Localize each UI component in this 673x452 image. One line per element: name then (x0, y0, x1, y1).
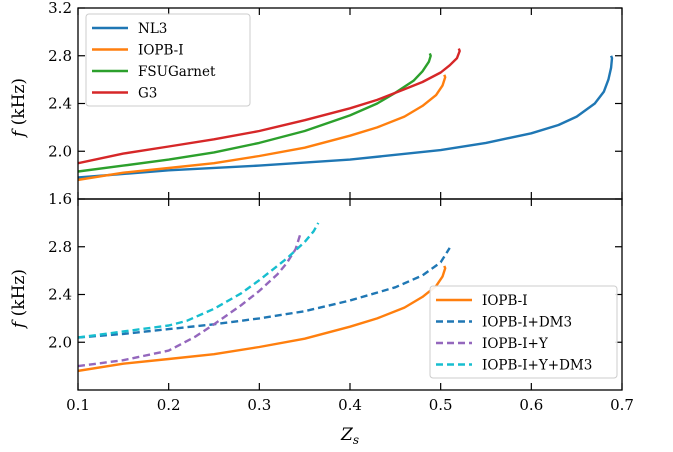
top-series-group (78, 48, 614, 182)
top-legend-label-3: G3 (138, 86, 157, 102)
bottom-series-line-1 (78, 247, 451, 339)
bottom-legend-label-0: IOPB-I (482, 293, 528, 309)
bottom-y-tick-label: 2.8 (48, 238, 72, 256)
svg-text:Zs: Zs (340, 425, 359, 447)
bottom-legend-label-3: IOPB-I+Y+DM3 (482, 358, 592, 374)
top-y-axis-symbol: f (9, 128, 29, 139)
bottom-legend-label-1: IOPB-I+DM3 (482, 315, 572, 331)
top-y-tick-label: 2.8 (48, 47, 72, 65)
top-series-line-1 (78, 74, 447, 182)
top-legend-label-0: NL3 (138, 21, 167, 37)
top-legend-label-2: FSUGarnet (138, 64, 216, 80)
top-series-line-3 (78, 48, 461, 165)
bottom-x-tick-label: 0.2 (157, 396, 181, 414)
top-series-line-2 (78, 52, 432, 173)
bottom-legend-label-2: IOPB-I+Y (482, 336, 549, 352)
bottom-x-tick-label: 0.5 (429, 396, 453, 414)
bottom-y-tick-label: 2.4 (48, 286, 72, 304)
top-y-tick-label: 2.0 (48, 142, 72, 160)
bottom-x-tick-label: 0.6 (519, 396, 543, 414)
x-axis-label-subscript: s (353, 433, 359, 447)
bottom-y-axis-symbol: f (9, 319, 29, 330)
bottom-panel: 0.1 0.2 0.3 0.4 0.5 0.6 0.7 2.0 2.4 2.8 f (kHz) IOP… (9, 198, 634, 414)
bottom-x-tick-label: 0.3 (247, 396, 271, 414)
top-legend-box (85, 13, 251, 107)
top-y-tick-label: 2.4 (48, 95, 72, 113)
top-panel: 1.6 2.0 2.4 2.8 3.2 f (kHz) NL3 IOPB-I FSUGarnet… (9, 0, 623, 208)
bottom-y-tick-label: 2.0 (48, 333, 72, 351)
top-y-tick-label: 1.6 (48, 190, 72, 208)
bottom-series-line-2 (78, 234, 302, 368)
top-series-line-0 (78, 55, 614, 179)
bottom-series-line-0 (78, 265, 447, 373)
bottom-x-tick-label: 0.7 (610, 396, 634, 414)
top-y-axis-label: f (kHz) (9, 78, 29, 139)
bottom-series-line-3 (78, 222, 320, 339)
top-y-tick-label: 3.2 (48, 0, 72, 17)
bottom-y-axis-label: f (kHz) (9, 269, 29, 330)
x-axis-label: Zs (340, 425, 359, 447)
bottom-legend: IOPB-I IOPB-I+DM3 IOPB-I+Y IOPB-I+Y+DM3 (429, 285, 618, 379)
top-y-axis-unit: (kHz) (9, 78, 29, 131)
top-legend-label-1: IOPB-I (138, 43, 184, 59)
bottom-x-tick-label: 0.4 (338, 396, 362, 414)
x-axis-label-main: Z (340, 425, 354, 445)
top-legend: NL3 IOPB-I FSUGarnet G3 (85, 13, 251, 107)
bottom-x-tick-label: 0.1 (66, 396, 90, 414)
bottom-series-group (78, 222, 451, 373)
bottom-legend-box (429, 285, 618, 379)
bottom-y-axis-unit: (kHz) (9, 269, 29, 322)
